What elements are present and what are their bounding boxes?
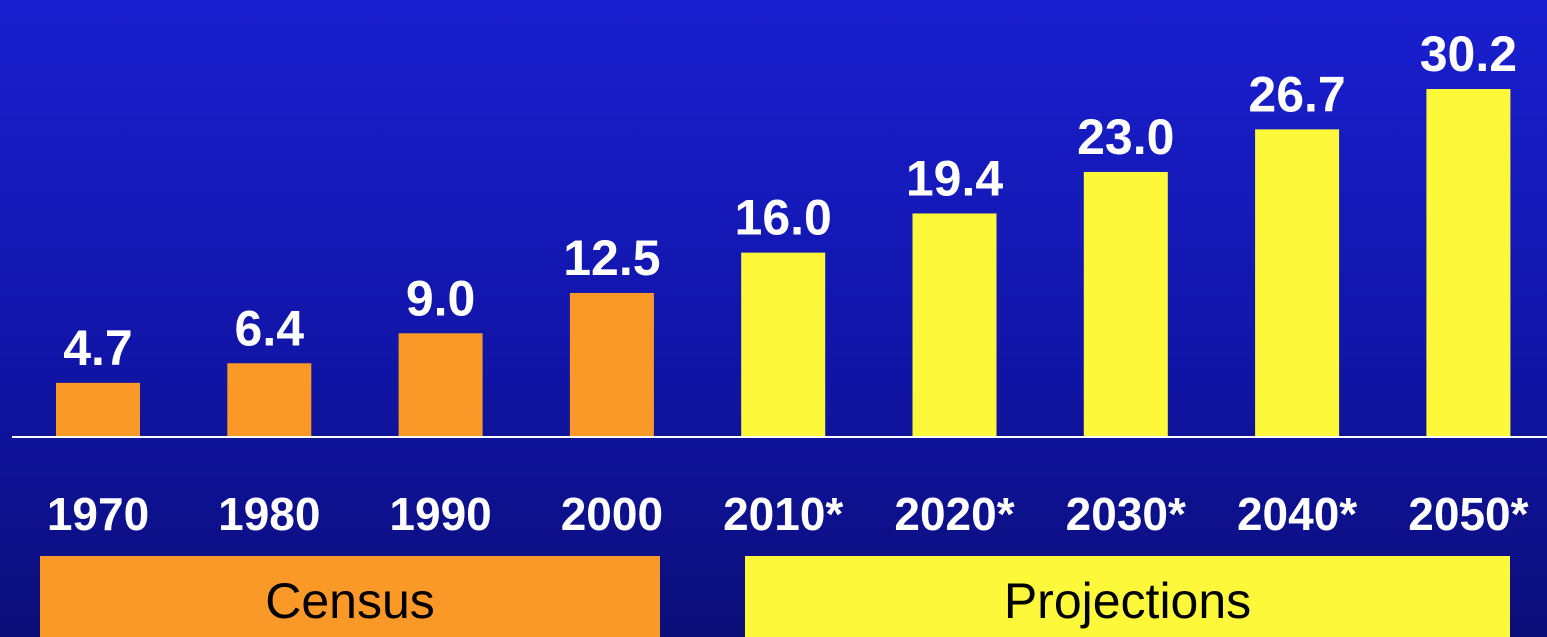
group-box-census [40,556,660,637]
x-tick-label: 2020* [894,488,1014,540]
x-tick-label: 1990 [389,488,491,540]
bar-2020-projected [912,213,997,437]
bar-2040-projected [1255,129,1340,438]
x-tick-label: 2000 [561,488,663,540]
x-tick-labels: 1970 1980 1990 2000 2010* 2020* 2030* 2040* 2050… [47,488,1529,540]
bar-1990 [398,333,483,437]
x-tick-label: 2010* [723,488,843,540]
bar-2050-projected [1426,89,1511,437]
group-label-census: Census [265,573,435,629]
bar-1980 [227,363,312,437]
bars-layer [56,89,1511,438]
value-label: 26.7 [1248,66,1345,122]
group-box-projections [745,556,1510,637]
value-label: 4.7 [63,320,133,376]
bar-2000 [569,292,654,437]
value-label: 12.5 [563,230,660,286]
x-tick-label: 2030* [1066,488,1186,540]
value-label: 6.4 [235,300,305,356]
value-label: 23.0 [1077,109,1174,165]
x-tick-label: 2040* [1237,488,1357,540]
group-boxes: Census Projections [40,556,1510,637]
bar-2010-projected [741,252,826,437]
value-label: 16.0 [735,190,832,246]
bar-2030-projected [1083,171,1168,437]
value-labels-layer: 4.7 6.4 9.0 12.5 16.0 19.4 23.0 26.7 30.2 [63,26,1517,376]
group-label-projections: Projections [1004,573,1251,629]
bar-1970 [56,382,140,437]
value-label: 19.4 [906,150,1004,206]
x-tick-label: 2050* [1408,488,1528,540]
value-label: 9.0 [406,270,476,326]
x-tick-label: 1970 [47,488,149,540]
value-label: 30.2 [1420,26,1517,82]
x-tick-label: 1980 [218,488,320,540]
